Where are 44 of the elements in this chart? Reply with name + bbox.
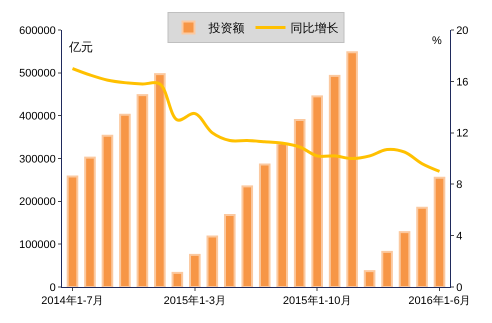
- bar: [102, 134, 114, 287]
- y2-tick-label: 8: [456, 179, 462, 192]
- y-tick-label: 600000: [19, 24, 56, 37]
- y2-tick-label: 20: [456, 24, 468, 37]
- bar: [398, 231, 410, 287]
- bar: [381, 250, 393, 287]
- x-tick-label: 2014年1-7月: [41, 295, 104, 308]
- bar: [258, 164, 271, 287]
- bar: [241, 185, 254, 287]
- bar: [311, 95, 323, 287]
- bar: [172, 272, 184, 287]
- bar: [66, 175, 78, 287]
- bar: [224, 214, 236, 287]
- bar: [189, 254, 201, 287]
- y2-axis-title: %: [432, 35, 442, 47]
- y-tick-label: 500000: [19, 68, 56, 80]
- y2-tick-label: 0: [456, 282, 462, 294]
- y2-tick-label: 4: [456, 230, 462, 242]
- bar: [328, 74, 340, 287]
- bar: [434, 176, 446, 287]
- y-tick-label: 300000: [19, 153, 56, 166]
- y-tick-label: 400000: [19, 110, 56, 123]
- bar: [346, 51, 358, 287]
- bar: [416, 206, 428, 287]
- bar: [84, 156, 96, 287]
- x-tick-label: 2016年1-6月: [408, 295, 471, 308]
- x-tick-label: 2015年1-3月: [164, 295, 226, 308]
- bar: [276, 142, 288, 287]
- y-axis-title: 亿元: [68, 40, 93, 54]
- bar: [136, 94, 148, 287]
- bar: [206, 235, 218, 287]
- y2-tick-label: 12: [456, 128, 468, 140]
- x-tick-label: 2015年1-10月: [282, 295, 352, 308]
- y-tick-label: 0: [50, 282, 56, 294]
- bar: [154, 73, 166, 287]
- y2-tick-label: 16: [456, 76, 468, 88]
- y-tick-label: 200000: [19, 196, 56, 208]
- bar: [119, 114, 131, 287]
- y-tick-label: 100000: [19, 239, 56, 252]
- line-series: [70, 67, 442, 173]
- bar: [364, 270, 376, 287]
- legend-label: 同比增长: [290, 21, 338, 36]
- bar: [294, 118, 306, 287]
- legend-label: 投资额: [208, 21, 244, 36]
